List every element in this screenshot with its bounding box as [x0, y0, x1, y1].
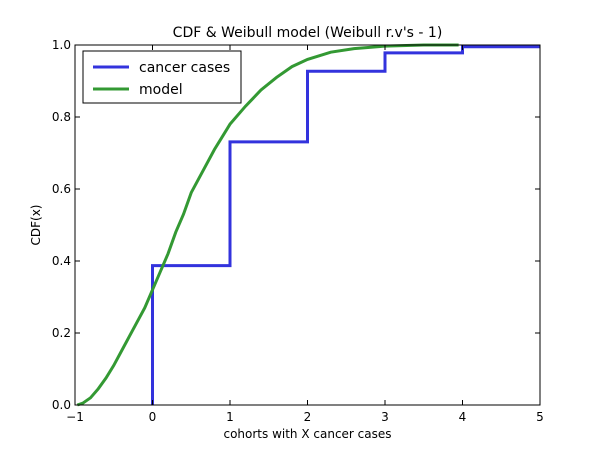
- chart-title: CDF & Weibull model (Weibull r.v's - 1): [173, 25, 443, 41]
- legend: cancer cases model: [82, 50, 242, 104]
- ticks-layer: −1 0 1 2 3 4 5 0.0 0.2 0.4 0.6 0.8 1.0: [52, 38, 544, 424]
- x-tick-label: 4: [459, 410, 467, 424]
- series-line-0: [151, 45, 540, 405]
- series-layer: [76, 43, 540, 407]
- y-tick-label: 0.4: [52, 254, 71, 268]
- x-tick-label: 2: [304, 410, 312, 424]
- y-tick-label: 1.0: [52, 38, 71, 52]
- x-tick-label: 5: [536, 410, 544, 424]
- y-axis-label: CDF(x): [29, 205, 43, 246]
- x-tick-label: 1: [226, 410, 234, 424]
- legend-label-1: model: [139, 82, 183, 98]
- y-tick-label: 0.0: [52, 398, 71, 412]
- x-tick-label: 0: [149, 410, 157, 424]
- legend-box: [82, 50, 242, 104]
- y-tick-label: 0.6: [52, 182, 71, 196]
- x-axis-label: cohorts with X cancer cases: [223, 427, 391, 441]
- x-tick-label: −1: [66, 410, 84, 424]
- y-tick-label: 0.8: [52, 110, 71, 124]
- x-tick-label: 3: [381, 410, 389, 424]
- legend-label-0: cancer cases: [139, 60, 230, 76]
- y-tick-label: 0.2: [52, 326, 71, 340]
- series-line-1: [76, 43, 459, 407]
